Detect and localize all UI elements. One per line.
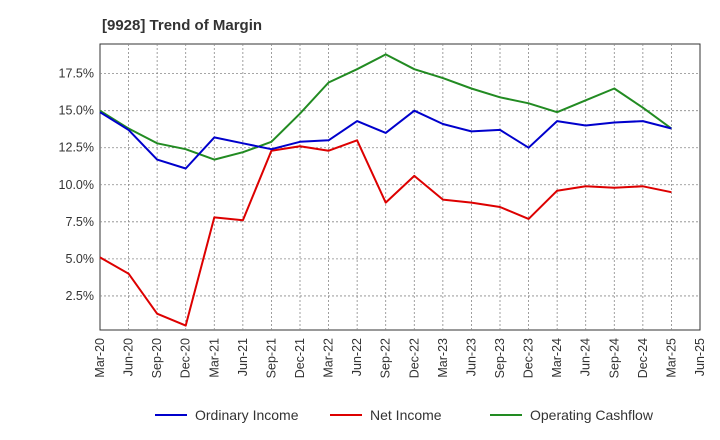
x-tick-label: Dec-23 <box>522 338 536 378</box>
x-tick-label: Sep-20 <box>150 338 164 378</box>
x-tick-label: Mar-25 <box>664 338 678 378</box>
x-tick-label: Jun-20 <box>122 338 136 376</box>
series-line-net-income <box>99 139 672 327</box>
y-tick-label: 5.0% <box>66 252 95 266</box>
y-tick-label: 2.5% <box>66 289 95 303</box>
x-tick-label: Mar-20 <box>93 338 107 378</box>
x-tick-label: Sep-24 <box>607 338 621 378</box>
series-line-operating-cashflow <box>99 53 672 161</box>
x-tick-label: Sep-22 <box>379 338 393 378</box>
x-tick-label: Jun-23 <box>464 338 478 376</box>
y-tick-label: 10.0% <box>59 178 94 192</box>
x-tick-label: Dec-22 <box>407 338 421 378</box>
y-tick-label: 15.0% <box>59 104 94 118</box>
chart-title: [9928] Trend of Margin <box>102 17 262 34</box>
x-tick-label: Jun-25 <box>693 338 707 376</box>
x-tick-label: Jun-24 <box>579 338 593 376</box>
x-tick-label: Mar-23 <box>436 338 450 378</box>
x-tick-label: Dec-21 <box>293 338 307 378</box>
y-tick-label: 17.5% <box>59 67 94 81</box>
x-tick-label: Mar-21 <box>207 338 221 378</box>
y-tick-label: 12.5% <box>59 141 94 155</box>
x-tick-label: Mar-24 <box>550 338 564 378</box>
legend-label: Operating Cashflow <box>530 407 654 423</box>
legend-label: Ordinary Income <box>195 407 299 423</box>
plot-area: 2.5% 5.0% 7.5% 10.0% 12.5% 15.0% 17.5% Mar-20 Ju… <box>59 43 707 378</box>
x-tick-label: Sep-23 <box>493 338 507 378</box>
x-tick-label: Dec-20 <box>179 338 193 378</box>
x-tick-label: Jun-21 <box>236 338 250 376</box>
y-tick-label: 7.5% <box>66 215 95 229</box>
legend-label: Net Income <box>370 407 442 423</box>
x-tick-label: Sep-21 <box>264 338 278 378</box>
legend: Ordinary Income Net Income Operating Cashf… <box>155 407 654 423</box>
x-tick-label: Mar-22 <box>322 338 336 378</box>
x-tick-label: Dec-24 <box>636 338 650 378</box>
series-line-ordinary-income <box>99 109 672 170</box>
x-tick-label: Jun-22 <box>350 338 364 376</box>
